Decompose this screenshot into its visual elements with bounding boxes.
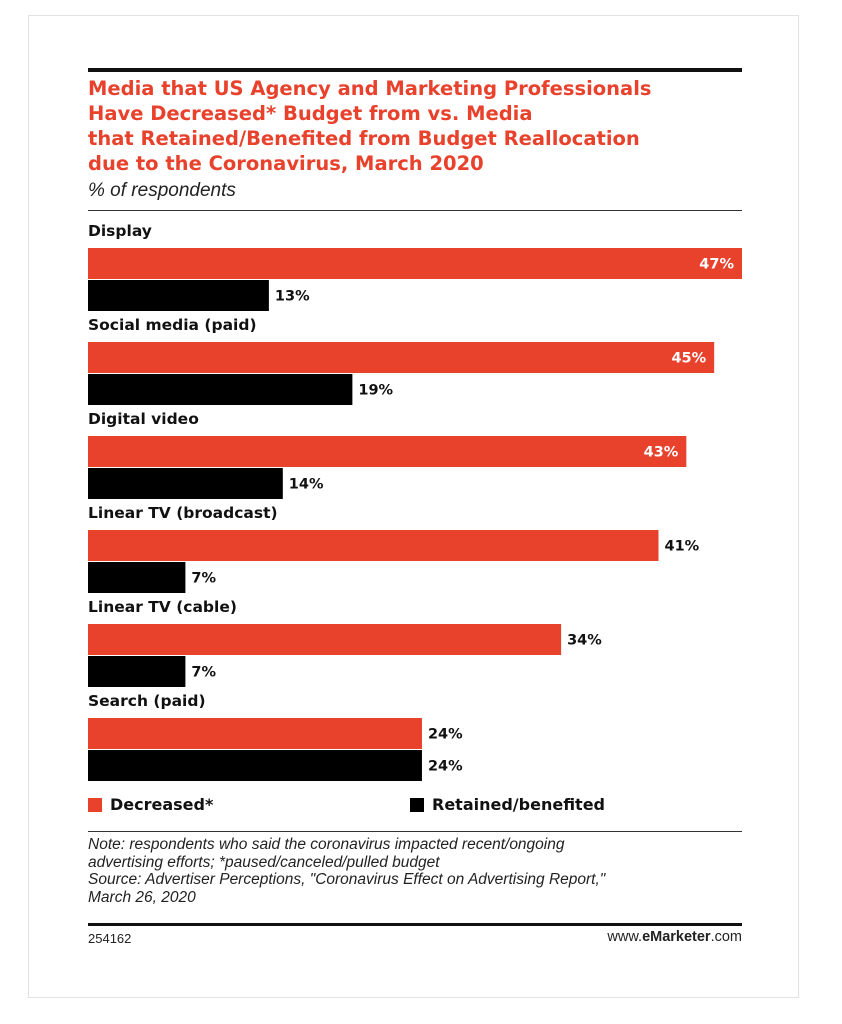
value-label-retained: 13% (275, 289, 310, 305)
legend-swatch-decreased (88, 797, 102, 812)
chart-title: Media that US Agency and Marketing Profe… (88, 76, 742, 176)
chart-title-line: due to the Coronavirus, March 2020 (88, 152, 484, 175)
value-label-retained: 19% (358, 383, 393, 399)
bottom-rule (88, 923, 742, 926)
value-label-decreased: 43% (644, 445, 679, 461)
value-label-retained: 24% (428, 759, 463, 775)
brand-name: eMarketer (642, 929, 711, 945)
bar-decreased (88, 624, 562, 655)
category-label: Digital video (88, 410, 199, 428)
brand-link[interactable]: www.eMarketer.com (607, 929, 742, 945)
subtitle-rule (88, 210, 742, 211)
legend-label-retained: Retained/benefited (432, 795, 605, 814)
bar-retained (88, 468, 283, 499)
bar-retained (88, 656, 186, 687)
brand-prefix: www. (607, 929, 643, 945)
bar-retained (88, 280, 269, 311)
note-line: advertising efforts; *paused/canceled/pu… (88, 853, 440, 871)
brand-suffix: .com (710, 929, 742, 945)
category-label: Display (88, 222, 152, 240)
top-rule (88, 68, 742, 72)
value-label-decreased: 24% (428, 727, 463, 743)
bar-retained (88, 750, 422, 781)
category-label: Linear TV (broadcast) (88, 504, 278, 522)
chart-title-line: that Retained/Benefited from Budget Real… (88, 127, 640, 150)
source-line: March 26, 2020 (88, 888, 196, 906)
chart-card (28, 15, 799, 998)
value-label-retained: 14% (289, 477, 324, 493)
legend-swatch-retained (410, 797, 424, 812)
chart-note: Note: respondents who said the coronavir… (88, 836, 742, 906)
bar-decreased (88, 530, 659, 561)
chart-id: 254162 (88, 931, 132, 946)
chart-subtitle: % of respondents (88, 180, 236, 201)
value-label-retained: 7% (191, 571, 216, 587)
legend: Decreased* Retained/benefited (88, 795, 742, 819)
note-rule (88, 831, 742, 832)
legend-item-retained: Retained/benefited (410, 795, 605, 814)
bar-decreased (88, 718, 422, 749)
bar-decreased (88, 342, 715, 373)
value-label-decreased: 34% (567, 633, 602, 649)
category-label: Linear TV (cable) (88, 598, 237, 616)
value-label-decreased: 45% (671, 351, 706, 367)
bar-chart: Display 47% 13% Social media (paid) 45% 19% Di… (88, 222, 742, 781)
chart-title-line: Media that US Agency and Marketing Profe… (88, 77, 652, 100)
category-label: Search (paid) (88, 692, 206, 710)
chart-title-line: Have Decreased* Budget from vs. Media (88, 102, 533, 125)
note-line: Note: respondents who said the coronavir… (88, 836, 565, 853)
value-label-decreased: 47% (699, 257, 734, 273)
legend-item-decreased: Decreased* (88, 795, 213, 814)
category-label: Social media (paid) (88, 316, 257, 334)
bar-retained (88, 562, 186, 593)
legend-label-decreased: Decreased* (110, 795, 214, 814)
bar-decreased (88, 436, 687, 467)
bar-retained (88, 374, 353, 405)
source-line: Source: Advertiser Perceptions, "Coronav… (88, 871, 606, 888)
value-label-decreased: 41% (665, 539, 700, 555)
value-label-retained: 7% (191, 665, 216, 681)
bar-decreased (88, 248, 742, 279)
